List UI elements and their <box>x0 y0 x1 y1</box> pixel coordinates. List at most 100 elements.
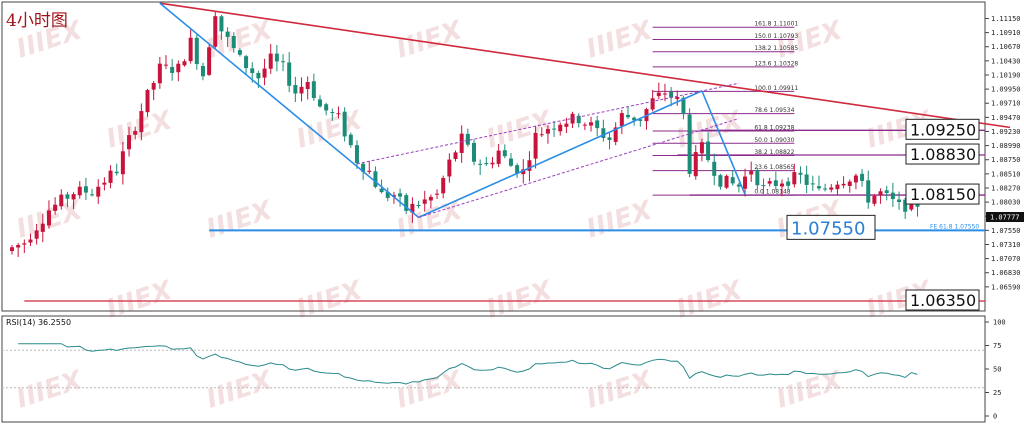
candle-body <box>157 63 162 84</box>
candle-body <box>736 184 741 187</box>
price-tick-label: 1.07310 <box>991 241 1021 249</box>
candle-body <box>102 182 107 185</box>
current-price-marker <box>986 212 1024 223</box>
rsi-tick-label: 50 <box>993 366 1001 374</box>
trendlines <box>159 2 1011 219</box>
rise-leg <box>418 90 703 219</box>
candle-body <box>194 37 199 65</box>
candle-body <box>96 186 101 197</box>
candle-body <box>656 92 661 97</box>
fib-level-label: 61.8 1.09238 <box>754 125 794 132</box>
fib-level-label: 100.0 1.09911 <box>754 85 798 92</box>
downtrend-line <box>159 2 1011 129</box>
candle-body <box>872 195 877 204</box>
candle-body <box>816 186 821 189</box>
fib-level-label: 38.2 1.08822 <box>754 149 794 156</box>
channel-lower <box>418 118 740 218</box>
candle-body <box>213 16 218 47</box>
candle-body <box>773 180 778 186</box>
candle-body <box>730 177 735 184</box>
level-labels: 1.09250 1.08830 1.08150 1.07550 1.06350 FE 61… <box>786 118 980 311</box>
candle-body <box>675 97 680 100</box>
price-tick-label: 1.11150 <box>991 15 1021 23</box>
candle-body <box>453 152 458 160</box>
fib-level-label: 123.6 1.10328 <box>754 60 798 67</box>
candle-body <box>305 81 310 89</box>
candle-body <box>582 124 587 126</box>
fib-level-label: 23.6 1.08565 <box>754 164 794 171</box>
candle-body <box>299 86 304 94</box>
candle-body <box>379 188 384 193</box>
candle-body <box>435 193 440 195</box>
price-tick-label: 1.10670 <box>991 43 1021 51</box>
candle-body <box>576 115 581 124</box>
candle-body <box>687 114 692 174</box>
candle-body <box>681 97 686 114</box>
candle-body <box>490 162 495 165</box>
key-level-box <box>786 214 876 240</box>
candle-body <box>428 196 433 201</box>
fib-level-label: 161.8 1.11001 <box>754 21 798 28</box>
candle-body <box>459 133 464 153</box>
candle-body <box>447 159 452 177</box>
candle-body <box>853 175 858 183</box>
candle-body <box>472 142 476 162</box>
candle-body <box>638 119 643 121</box>
candle-body <box>699 142 704 154</box>
candle-body <box>465 133 470 145</box>
channel-upper <box>356 82 739 165</box>
price-tick-label: 1.07550 <box>991 227 1021 235</box>
price-tick-label: 1.09230 <box>991 128 1021 136</box>
candle-body <box>83 186 88 193</box>
candle-body <box>521 169 526 175</box>
candle-body <box>539 134 544 136</box>
drop-leg-2 <box>701 90 746 195</box>
price-tick-label: 1.09710 <box>991 100 1021 108</box>
candle-body <box>533 132 538 159</box>
candle-body <box>484 163 489 165</box>
candle-body <box>71 194 76 200</box>
rsi-tick-label: 25 <box>993 389 1001 397</box>
candle-body <box>293 85 298 94</box>
candle-body <box>441 177 446 194</box>
candle-body <box>262 68 267 78</box>
candle-body <box>804 174 809 185</box>
candle-body <box>324 104 329 111</box>
candle-body <box>40 223 45 232</box>
candle-body <box>354 145 359 163</box>
current-price-label: 1.07777 <box>990 214 1020 222</box>
candle-body <box>552 128 557 130</box>
candle-body <box>385 191 390 198</box>
candle-body <box>225 31 230 37</box>
candle-body <box>632 117 637 121</box>
fib-level-label: 150.0 1.10793 <box>754 33 798 40</box>
candle-body <box>780 183 784 187</box>
candle-body <box>767 181 772 184</box>
price-tick-label: 1.08030 <box>991 199 1021 207</box>
candle-body <box>897 199 902 202</box>
candle-body <box>237 50 242 55</box>
price-tick-label: 1.08990 <box>991 142 1021 150</box>
candle-body <box>164 64 168 66</box>
candle-body <box>866 180 871 203</box>
candle-body <box>860 173 865 181</box>
candle-body <box>890 192 895 200</box>
candle-body <box>348 134 353 146</box>
candle-body <box>151 82 156 90</box>
candle-body <box>120 151 125 175</box>
candle-body <box>478 163 483 165</box>
candle-body <box>145 90 150 113</box>
price-tick-label: 1.10190 <box>991 71 1021 79</box>
candle-body <box>200 66 205 77</box>
key-level-box <box>905 118 980 140</box>
price-tick-label: 1.07070 <box>991 255 1021 263</box>
candle-body <box>903 199 908 212</box>
drop-leg-1 <box>159 2 420 219</box>
key-level-value: 1.07550 <box>791 218 865 239</box>
candle-body <box>749 171 754 175</box>
candle-body <box>65 194 70 199</box>
candle-body <box>16 245 21 248</box>
candle-body <box>367 170 372 172</box>
candle-body <box>182 61 187 66</box>
candle-body <box>28 239 33 243</box>
